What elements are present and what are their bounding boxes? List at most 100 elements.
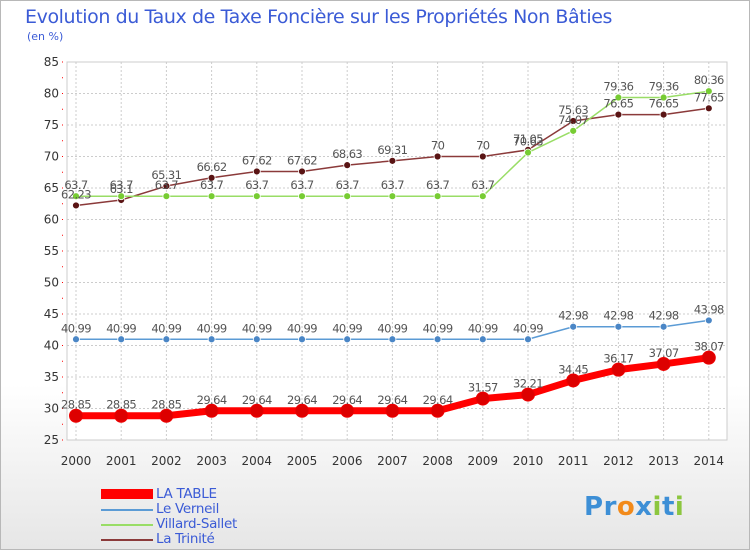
logo-letter: t xyxy=(661,492,675,522)
data-label: 28.85 xyxy=(61,398,91,412)
data-point xyxy=(343,161,352,170)
y-tick-label: 55 xyxy=(44,244,59,258)
data-label: 43.98 xyxy=(694,302,724,316)
data-point xyxy=(704,87,713,96)
data-point xyxy=(114,408,129,423)
data-label: 63.7 xyxy=(245,178,268,192)
data-label: 29.64 xyxy=(242,393,272,407)
data-label: 36.17 xyxy=(603,352,633,366)
data-point xyxy=(298,335,306,344)
data-label: 37.07 xyxy=(649,346,679,360)
data-point xyxy=(433,192,442,201)
data-label: 28.85 xyxy=(151,398,181,412)
data-point xyxy=(569,126,578,135)
data-point xyxy=(162,192,171,201)
data-labels: 62.23 63.1 65.31 66.62 67.62 67.62 68.63 69.31 7… xyxy=(61,73,725,412)
x-tick-label: 2007 xyxy=(377,454,408,468)
data-point xyxy=(614,322,623,331)
y-tick-label: 65 xyxy=(44,181,59,195)
y-tick-label: 50 xyxy=(44,276,59,290)
data-point xyxy=(388,156,397,165)
data-label: 65.31 xyxy=(151,168,181,182)
data-point xyxy=(385,403,400,418)
x-tick-label: 2005 xyxy=(287,454,318,468)
y-axis-unit-label: (en %) xyxy=(27,30,63,43)
data-label: 40.99 xyxy=(332,321,362,335)
data-label: 31.57 xyxy=(468,381,498,395)
data-label: 79.36 xyxy=(603,80,633,94)
y-tick-label: 60 xyxy=(44,213,59,227)
data-point xyxy=(701,350,716,365)
data-label: 63.7 xyxy=(200,178,223,192)
y-tick-label: 30 xyxy=(44,402,59,416)
data-point xyxy=(69,408,83,423)
legend-swatch-le-verneil xyxy=(101,509,153,511)
data-label: 40.99 xyxy=(242,321,272,335)
data-point xyxy=(295,403,309,418)
data-point xyxy=(343,335,352,344)
x-tick-label: 2012 xyxy=(603,454,634,468)
data-point xyxy=(298,192,306,201)
data-point xyxy=(159,408,174,423)
data-label: 63.7 xyxy=(471,178,494,192)
data-point xyxy=(478,152,487,161)
data-point xyxy=(207,335,216,344)
data-point xyxy=(659,322,668,331)
data-label: 40.99 xyxy=(151,321,181,335)
data-point xyxy=(72,192,80,201)
data-label: 40.99 xyxy=(287,321,317,335)
data-point xyxy=(252,192,261,201)
series-layer xyxy=(69,87,716,423)
data-label: 40.99 xyxy=(377,321,407,335)
data-label: 71.05 xyxy=(513,132,543,146)
y-tick-label: 75 xyxy=(44,118,59,132)
axes: 25 30 35 40 45 50 55 60 65 70 75 80 85 2000 2001 2002 20… xyxy=(44,55,724,468)
data-label: 66.62 xyxy=(197,160,227,174)
data-label: 42.98 xyxy=(649,309,679,323)
data-label: 62.23 xyxy=(61,187,91,201)
data-point xyxy=(659,110,668,119)
legend-label-la-table: LA TABLE xyxy=(156,486,217,502)
data-label: 80.36 xyxy=(694,73,724,87)
data-label: 28.85 xyxy=(106,398,136,412)
logo-letter: o xyxy=(616,492,636,522)
data-point xyxy=(252,335,261,344)
legend-swatch-villard-sallet xyxy=(101,524,153,526)
data-point xyxy=(524,148,532,157)
x-tick-label: 2008 xyxy=(422,454,453,468)
data-label: 67.62 xyxy=(242,153,272,167)
data-point xyxy=(204,403,219,418)
data-point xyxy=(249,403,264,418)
data-label: 76.65 xyxy=(603,97,633,111)
data-point xyxy=(614,93,623,102)
x-tick-label: 2009 xyxy=(468,454,499,468)
data-label: 29.64 xyxy=(287,393,317,407)
data-label: 40.99 xyxy=(513,321,543,335)
data-label: 40.99 xyxy=(197,321,227,335)
x-tick-label: 2010 xyxy=(513,454,544,468)
data-label: 70 xyxy=(431,139,445,153)
data-point xyxy=(478,192,487,201)
data-point xyxy=(656,356,671,371)
legend-label-villard-sallet: Villard-Sallet xyxy=(156,516,237,532)
grid xyxy=(66,61,728,441)
data-point xyxy=(478,335,487,344)
x-tick-label: 2013 xyxy=(648,454,679,468)
x-tick-label: 2011 xyxy=(558,454,589,468)
data-label: 63.7 xyxy=(110,178,133,192)
data-label: 63.1 xyxy=(110,182,133,196)
logo-letter: r xyxy=(603,492,617,522)
data-point xyxy=(524,335,532,344)
data-point xyxy=(252,167,261,176)
logo-letter: i xyxy=(652,492,662,522)
data-point xyxy=(162,182,171,190)
data-label: 70 xyxy=(476,139,490,153)
legend-label-le-verneil: Le Verneil xyxy=(156,501,220,517)
data-point xyxy=(340,403,355,418)
x-tick-label: 2002 xyxy=(151,454,182,468)
data-point xyxy=(388,192,397,201)
x-tick-label: 2003 xyxy=(196,454,227,468)
data-label: 40.99 xyxy=(468,321,498,335)
data-point xyxy=(430,403,445,418)
